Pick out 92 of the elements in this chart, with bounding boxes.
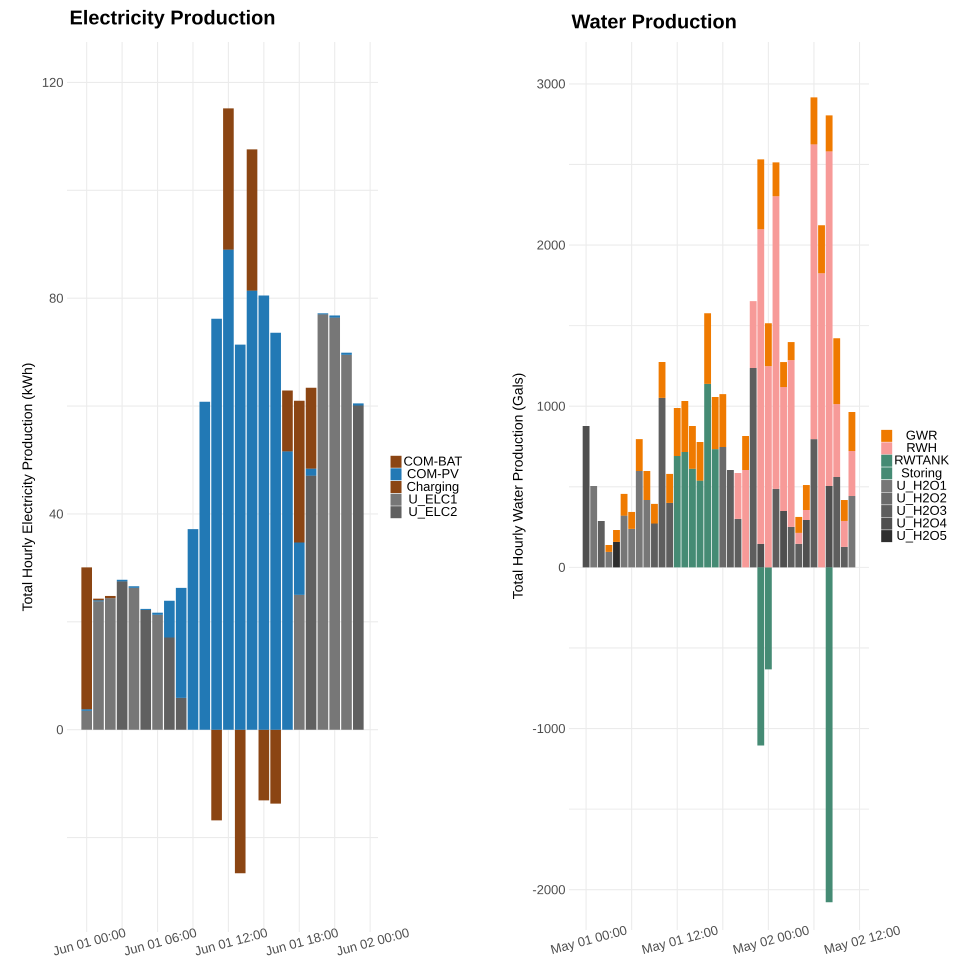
bar	[353, 406, 364, 730]
bar	[848, 496, 856, 568]
bar	[651, 504, 658, 524]
legend-label: U_H2O4	[897, 518, 946, 530]
bar	[605, 544, 612, 552]
legend-label: U_ELC1	[409, 494, 457, 506]
bar	[329, 315, 340, 318]
bar	[780, 510, 787, 568]
x-tick-label: Jun 01 00:00	[54, 928, 126, 956]
bar	[772, 162, 780, 196]
bar	[757, 544, 764, 568]
bar	[764, 323, 772, 366]
bar	[788, 342, 795, 360]
bar	[848, 412, 856, 452]
bar	[780, 362, 787, 388]
bar	[840, 520, 848, 547]
bar	[306, 476, 316, 730]
x-tick-label: Jun 02 00:00	[337, 928, 409, 956]
legend-label: COM-BAT	[404, 456, 462, 466]
bar	[116, 581, 128, 730]
y-tick-label: 3000	[537, 79, 565, 88]
legend-label: RWTANK	[895, 456, 949, 464]
legend-label: Storing	[902, 468, 942, 480]
x-tick-label: May 02 00:00	[732, 926, 809, 954]
bar	[802, 485, 810, 510]
x-tick-label: May 01 12:00	[642, 926, 718, 954]
bar	[234, 730, 246, 874]
bar	[605, 552, 612, 568]
bar	[826, 486, 833, 568]
bar	[294, 594, 305, 730]
legend-label: U_H2O3	[897, 506, 946, 518]
bar	[795, 532, 802, 544]
bar	[128, 588, 140, 730]
bar	[750, 368, 757, 568]
bar	[802, 520, 810, 568]
y-tick-label: -2000	[532, 885, 565, 894]
bar	[826, 567, 833, 902]
bar	[840, 500, 848, 521]
bar	[353, 403, 364, 406]
bar	[802, 510, 810, 520]
y-tick-label: 0	[56, 725, 63, 734]
bar	[658, 362, 666, 398]
bar	[598, 520, 605, 568]
chart-title: Electricity Production	[70, 10, 274, 28]
legend-label: COM-PV	[408, 469, 459, 478]
y-tick-label: 1000	[538, 402, 565, 411]
x-tick-label: May 01 00:00	[550, 926, 626, 954]
y-tick-label: 40	[49, 509, 63, 519]
x-tick-label: Jun 01 06:00	[124, 928, 196, 956]
y-axis-title: Total Hourly Electricity Production (kWh)	[22, 363, 36, 612]
bar	[613, 530, 620, 542]
legend-label: Charging	[407, 482, 458, 494]
legend-label: RWH	[907, 443, 936, 452]
bar	[833, 338, 840, 404]
bar	[772, 488, 780, 568]
bar	[140, 610, 152, 730]
legend-label: U_H2O5	[897, 530, 946, 542]
x-tick-label: May 02 12:00	[824, 926, 900, 954]
y-tick-label: 2000	[537, 240, 565, 250]
legend-label: U_ELC2	[409, 506, 457, 519]
legend-label: U_H2O1	[897, 480, 946, 492]
bar	[848, 451, 856, 496]
bar	[223, 108, 234, 250]
bar	[582, 426, 590, 568]
x-tick-label: Jun 01 12:00	[196, 928, 268, 956]
bar	[152, 614, 163, 730]
y-tick-label: 120	[42, 78, 63, 88]
bar	[636, 439, 643, 472]
x-tick-label: Jun 01 18:00	[266, 928, 338, 956]
y-tick-label: 80	[50, 294, 63, 303]
chart-title: Water Production	[572, 14, 736, 28]
bar	[211, 730, 222, 820]
bar	[666, 474, 674, 503]
y-tick-label: -1000	[532, 724, 565, 734]
bar	[104, 596, 116, 598]
bar	[643, 471, 650, 500]
y-tick-label: 0	[558, 562, 565, 572]
bar	[306, 468, 316, 476]
bar	[795, 516, 802, 533]
bar	[810, 439, 818, 568]
bar	[704, 313, 712, 384]
legend-label: U_H2O2	[897, 493, 946, 505]
legend-label: GWR	[906, 430, 937, 440]
bar	[590, 486, 598, 568]
bar	[742, 436, 750, 470]
bar	[810, 97, 818, 144]
bar	[246, 149, 258, 291]
bar	[818, 225, 825, 274]
bar	[613, 542, 620, 568]
bar	[826, 115, 833, 152]
bar	[757, 159, 764, 230]
y-axis-title: Total Hourly Water Production (Gals)	[512, 374, 526, 599]
